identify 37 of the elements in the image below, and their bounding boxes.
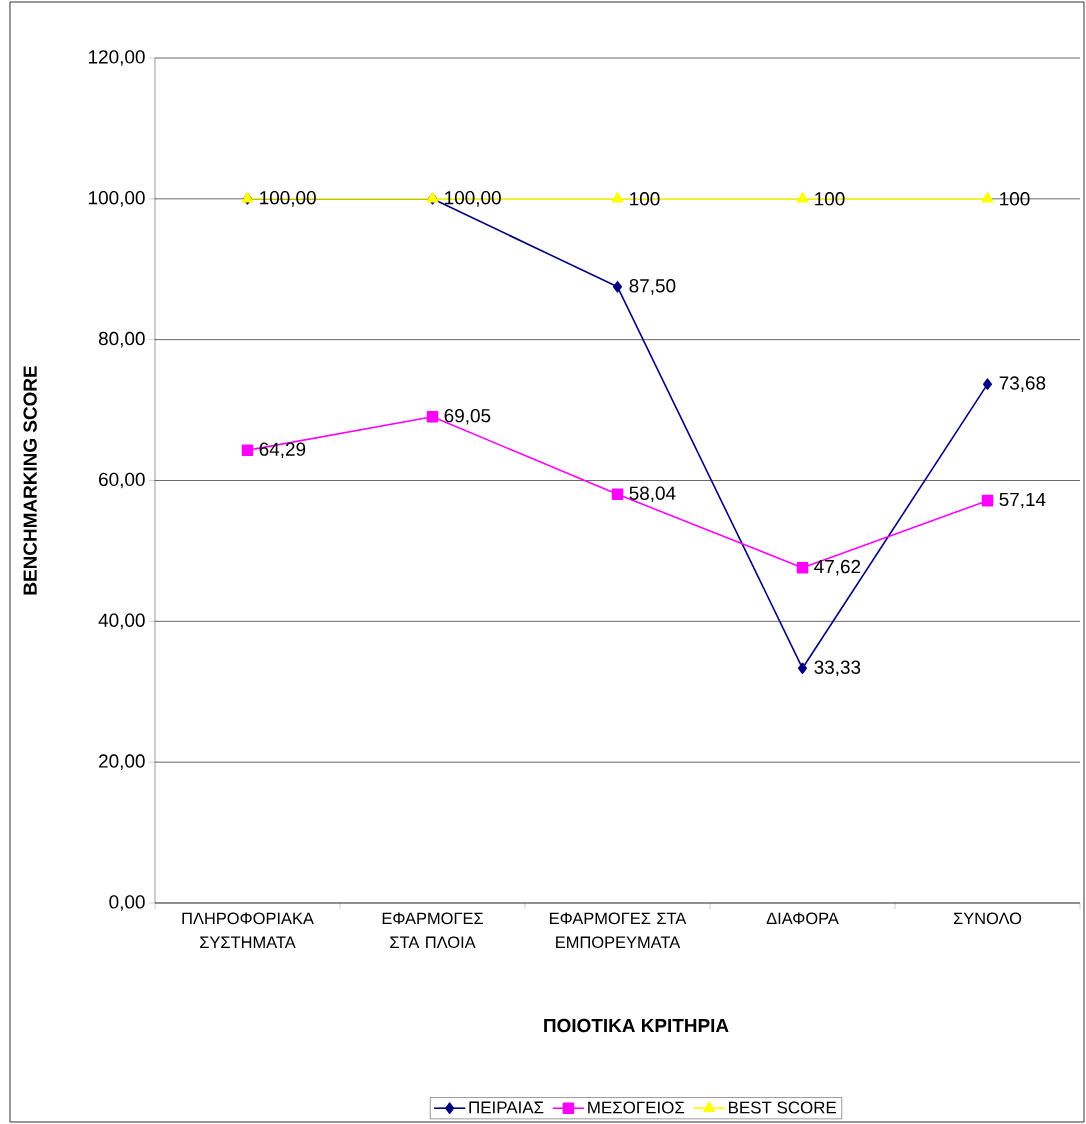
data-label: 100 — [1000, 192, 1030, 206]
x-tick-label: ΔΙΑΦΟΡΑ — [766, 912, 839, 925]
y-tick-label: 20,00 — [99, 754, 145, 770]
data-label: 58,04 — [629, 486, 676, 503]
point — [796, 561, 809, 574]
y-tick-label: 120,00 — [89, 50, 145, 66]
legend-label: BEST SCORE — [728, 1101, 837, 1114]
data-label: 87,50 — [629, 279, 676, 295]
x-axis-title: ΠΟΙΟΤΙΚΑ ΚΡΙΤΗΡΙΑ — [544, 1018, 729, 1033]
x-tick-label: ΠΛΗΡΟΦΟΡΙΑΚΑ ΣΥΣΤΗΜΑΤΑ — [182, 912, 314, 948]
data-label: 57,14 — [999, 492, 1046, 509]
y-tick-label: 40,00 — [98, 613, 145, 630]
point — [612, 281, 623, 293]
point — [981, 192, 994, 203]
point — [241, 444, 254, 457]
y-tick-label: 100,00 — [89, 191, 145, 207]
point — [797, 662, 808, 675]
legend-label: ΠΕΙΡΑΙΑΣ — [469, 1101, 544, 1114]
point — [611, 488, 624, 501]
point — [981, 494, 994, 507]
y-tick-label: 60,00 — [99, 472, 145, 489]
point — [426, 410, 439, 423]
data-label: 47,62 — [814, 559, 861, 576]
x-tick-label: ΣΥΝΟΛΟ — [953, 912, 1022, 925]
y-tick-label: 0,00 — [109, 895, 145, 911]
data-label: 64,29 — [259, 442, 306, 459]
data-label: 69,05 — [444, 408, 491, 425]
x-tick-label: ΕΦΑΡΜΟΓΕΣ ΣΤΑ ΠΛΟΙΑ — [382, 912, 483, 949]
point — [796, 192, 809, 203]
x-tick-label: ΕΦΑΡΜΟΓΕΣ ΣΤΑ ΕΜΠΟΡΕΥΜΑΤΑ — [550, 912, 687, 949]
data-label: 33,33 — [814, 660, 861, 677]
y-tick-label: 80,00 — [98, 331, 145, 348]
legend-label: ΜΕΣΟΓΕΙΟΣ — [588, 1101, 685, 1114]
data-label: 73,68 — [999, 376, 1046, 392]
point — [982, 378, 993, 390]
y-axis-title: BENCHMARKING SCORE — [23, 366, 37, 595]
point — [611, 192, 624, 203]
